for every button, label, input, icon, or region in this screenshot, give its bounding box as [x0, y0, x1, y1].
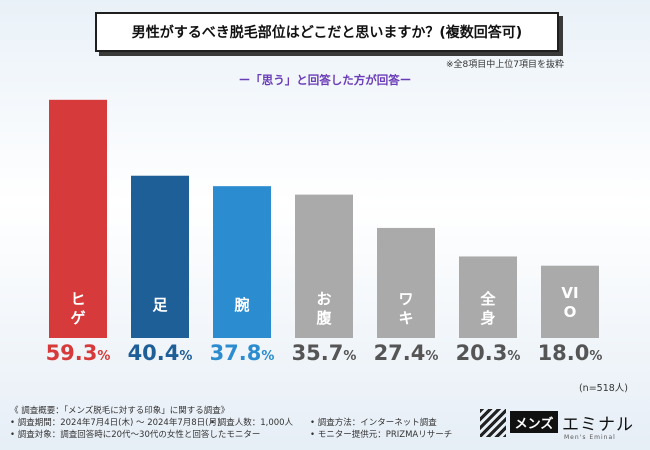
bar-category-label: VIO: [561, 284, 579, 321]
value-percent-sign: %: [589, 349, 603, 364]
value-number: 37.8: [209, 341, 262, 365]
bar-value-label: 27.4%: [366, 341, 446, 365]
bar-value-label: 20.3%: [448, 341, 528, 365]
bar-value-label: 40.4%: [120, 341, 200, 365]
bar-2: [131, 175, 189, 338]
logo-mark-icon: [480, 409, 506, 437]
bar-category-label: 腕: [234, 296, 250, 314]
bar-value-label: 18.0%: [530, 341, 610, 365]
survey-overview: 《 調査概要：「メンズ脱毛に対する印象」に関する調査》: [10, 406, 230, 416]
survey-period: • 調査期間：2024年7月4日(木) ～ 2024年7月8日(月): [10, 418, 221, 428]
bar-5: [377, 227, 435, 338]
bar-category-label: ヒゲ: [70, 290, 86, 327]
bar-category-label: 足: [152, 296, 168, 314]
bar-value-label: 37.8%: [202, 341, 282, 365]
bar-value-label: 59.3%: [38, 341, 118, 365]
bar-7: [541, 265, 599, 338]
survey-provider: • モニター提供元：PRIZMAリサーチ: [310, 430, 453, 440]
bar-category-label: お腹: [316, 290, 332, 327]
bar-3: [213, 186, 271, 338]
value-percent-sign: %: [507, 349, 521, 364]
survey-count: • 調査人数：1,000人: [210, 418, 294, 428]
chart-subtitle: ー「思う」と回答した方が回答ー: [238, 73, 412, 87]
logo-subtext: Men's Eminal: [564, 434, 616, 441]
bar-1: [49, 99, 107, 338]
bar-category-label: 全身: [480, 290, 496, 327]
logo-text-dark: メンズ: [510, 411, 558, 433]
survey-target: • 調査対象：調査回答時に20代～30代の女性と回答したモニター: [10, 430, 261, 440]
logo-text-light: エミナル: [562, 415, 634, 435]
value-number: 18.0: [537, 341, 590, 365]
brand-logo: メンズ エミナル Men's Eminal: [480, 405, 640, 445]
value-number: 20.3: [455, 341, 508, 365]
chart-title: 男性がするべき脱毛部位はどこだと思いますか？(複数回答可): [95, 12, 559, 52]
bar-4: [295, 194, 353, 338]
bar-category-label: ワキ: [398, 290, 414, 327]
survey-footer: 《 調査概要：「メンズ脱毛に対する印象」に関する調査》 • 調査期間：2024年…: [10, 405, 452, 441]
value-number: 40.4: [127, 341, 180, 365]
bar-chart: [49, 99, 599, 338]
bar-value-label: 35.7%: [284, 341, 364, 365]
value-percent-sign: %: [343, 349, 357, 364]
value-number: 27.4: [373, 341, 426, 365]
value-percent-sign: %: [425, 349, 439, 364]
value-percent-sign: %: [97, 349, 111, 364]
value-percent-sign: %: [179, 349, 193, 364]
value-percent-sign: %: [261, 349, 275, 364]
value-number: 35.7: [291, 341, 344, 365]
bar-6: [459, 256, 517, 338]
sample-size: (n=518人): [578, 383, 628, 394]
chart-note: ※全8項目中上位7項目を抜粋: [446, 60, 564, 70]
survey-method: • 調査方法：インターネット調査: [310, 418, 437, 428]
value-number: 59.3: [45, 341, 98, 365]
